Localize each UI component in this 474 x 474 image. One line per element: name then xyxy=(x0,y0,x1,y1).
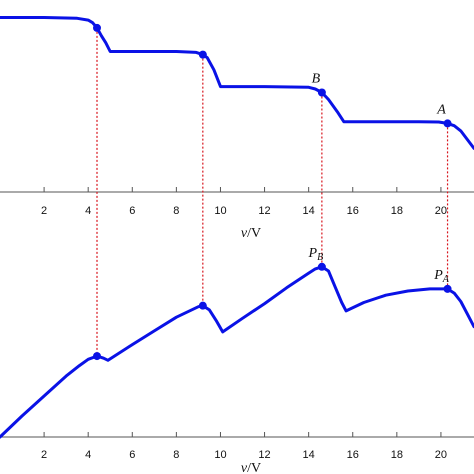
x-tick-label: 8 xyxy=(173,205,179,217)
marker-label: B xyxy=(312,72,321,87)
marker-point xyxy=(198,50,207,59)
marker-point xyxy=(317,88,326,97)
series-line-1 xyxy=(0,16,474,150)
x-axis-label: v/V xyxy=(241,461,261,474)
x-tick-label: 14 xyxy=(303,449,315,461)
x-tick-label: 14 xyxy=(303,205,315,217)
x-tick-label: 18 xyxy=(391,205,403,217)
marker-point xyxy=(198,301,207,310)
x-tick-label: 4 xyxy=(85,205,91,217)
x-tick-label: 10 xyxy=(214,205,226,217)
marker-point xyxy=(443,284,452,293)
marker-point xyxy=(317,262,326,271)
marker-point xyxy=(93,352,102,361)
x-tick-label: 16 xyxy=(347,449,359,461)
x-tick-label: 4 xyxy=(85,449,91,461)
marker-point xyxy=(93,23,102,32)
x-tick-label: 12 xyxy=(258,449,270,461)
x-axis-label: v/V xyxy=(241,226,261,241)
x-tick-label: 20 xyxy=(435,205,447,217)
x-tick-label: 2 xyxy=(41,449,47,461)
x-tick-label: 12 xyxy=(258,205,270,217)
marker-point xyxy=(443,119,452,128)
x-tick-label: 18 xyxy=(391,449,403,461)
x-tick-label: 8 xyxy=(173,449,179,461)
x-tick-label: 16 xyxy=(347,205,359,217)
x-tick-label: 20 xyxy=(435,449,447,461)
series-line-2 xyxy=(0,265,474,439)
x-tick-label: 10 xyxy=(214,449,226,461)
x-tick-label: 6 xyxy=(129,205,135,217)
marker-label: PB xyxy=(308,246,324,263)
marker-label: PA xyxy=(433,268,450,285)
x-tick-label: 2 xyxy=(41,205,47,217)
x-tick-label: 6 xyxy=(129,449,135,461)
marker-label: A xyxy=(436,102,446,117)
